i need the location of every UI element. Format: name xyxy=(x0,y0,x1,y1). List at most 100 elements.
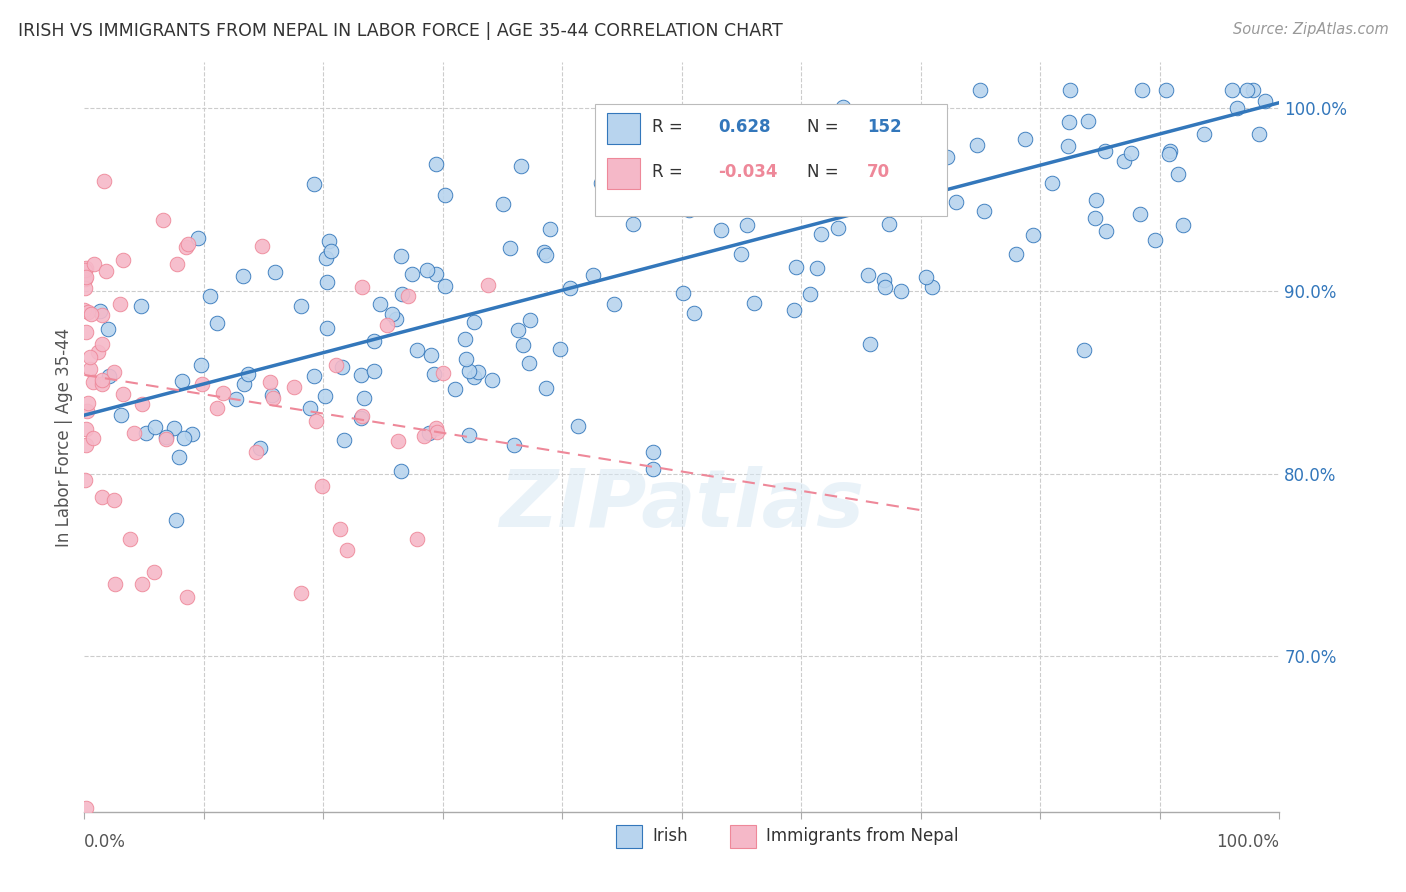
Point xyxy=(384,312,406,326)
Point xyxy=(512,338,534,352)
Point xyxy=(363,364,385,378)
Point xyxy=(1130,83,1153,97)
Point xyxy=(375,318,398,333)
Point xyxy=(166,257,188,271)
Point xyxy=(418,426,440,441)
Point xyxy=(463,315,485,329)
Point xyxy=(77,304,100,318)
Point xyxy=(742,296,765,310)
Point xyxy=(1226,101,1249,115)
Point xyxy=(190,377,212,392)
Point xyxy=(304,178,326,192)
Point xyxy=(405,532,427,546)
Text: Immigrants from Nepal: Immigrants from Nepal xyxy=(766,827,957,845)
Point xyxy=(90,308,112,322)
Point xyxy=(103,492,125,507)
Point xyxy=(425,268,447,282)
Point xyxy=(519,313,541,327)
Point xyxy=(1220,83,1243,97)
Point xyxy=(232,269,254,284)
Point xyxy=(350,368,373,382)
Text: 100.0%: 100.0% xyxy=(1216,833,1279,851)
Text: ZIPatlas: ZIPatlas xyxy=(499,466,865,543)
Text: N =: N = xyxy=(807,162,839,180)
Point xyxy=(262,392,284,406)
Text: 0.0%: 0.0% xyxy=(84,833,127,851)
Point xyxy=(290,586,312,600)
Point xyxy=(1159,147,1181,161)
Point xyxy=(776,139,799,153)
Point xyxy=(80,307,103,321)
Point xyxy=(155,429,177,443)
Point xyxy=(363,334,385,348)
Text: Source: ZipAtlas.com: Source: ZipAtlas.com xyxy=(1233,22,1389,37)
Point xyxy=(122,425,145,440)
Point xyxy=(93,174,115,188)
Point xyxy=(82,376,104,390)
Point xyxy=(75,422,97,436)
Point xyxy=(79,362,101,376)
Point xyxy=(316,275,339,289)
Point xyxy=(180,426,202,441)
Point xyxy=(155,432,177,446)
Point xyxy=(589,176,612,190)
Point xyxy=(350,280,373,294)
Point xyxy=(1241,83,1264,97)
Point xyxy=(810,227,832,242)
Point xyxy=(73,303,96,318)
Point xyxy=(499,241,522,255)
Point xyxy=(602,296,624,310)
Point xyxy=(283,379,305,393)
Point xyxy=(405,343,427,358)
Point xyxy=(104,577,127,591)
Point xyxy=(90,373,112,387)
Point xyxy=(799,287,821,301)
Point xyxy=(318,234,340,248)
Point xyxy=(389,464,412,478)
Text: 70: 70 xyxy=(868,162,890,180)
Point xyxy=(1192,128,1215,142)
Point xyxy=(481,373,503,387)
Point xyxy=(973,203,995,218)
Point xyxy=(211,386,233,401)
Point xyxy=(352,409,374,423)
Point xyxy=(103,365,125,379)
Point xyxy=(353,391,375,405)
Point xyxy=(205,401,228,416)
Point xyxy=(633,150,655,164)
Point xyxy=(75,438,97,452)
Point xyxy=(856,268,879,283)
Point xyxy=(534,381,557,395)
Point xyxy=(621,217,644,231)
Point xyxy=(315,252,337,266)
FancyBboxPatch shape xyxy=(606,158,640,189)
Point xyxy=(1167,167,1189,181)
Point xyxy=(492,197,515,211)
FancyBboxPatch shape xyxy=(606,113,640,144)
Point xyxy=(90,337,112,351)
Point xyxy=(396,288,419,302)
Point xyxy=(1254,95,1277,109)
Point xyxy=(187,231,209,245)
Point xyxy=(83,257,105,271)
Point xyxy=(657,177,679,191)
Point xyxy=(305,413,328,427)
Point xyxy=(264,265,287,279)
Point xyxy=(1084,211,1107,225)
Point xyxy=(422,367,444,381)
Point xyxy=(966,137,988,152)
Point xyxy=(759,119,782,133)
Point xyxy=(205,316,228,330)
Point xyxy=(935,150,957,164)
Point xyxy=(252,239,274,253)
Point xyxy=(875,280,897,294)
Point xyxy=(683,306,706,320)
Point xyxy=(1059,115,1081,129)
Point xyxy=(433,278,456,293)
Point xyxy=(336,542,359,557)
FancyBboxPatch shape xyxy=(616,825,643,847)
Point xyxy=(314,389,336,403)
Point xyxy=(582,268,605,282)
Point xyxy=(76,404,98,418)
Point xyxy=(1073,343,1095,358)
